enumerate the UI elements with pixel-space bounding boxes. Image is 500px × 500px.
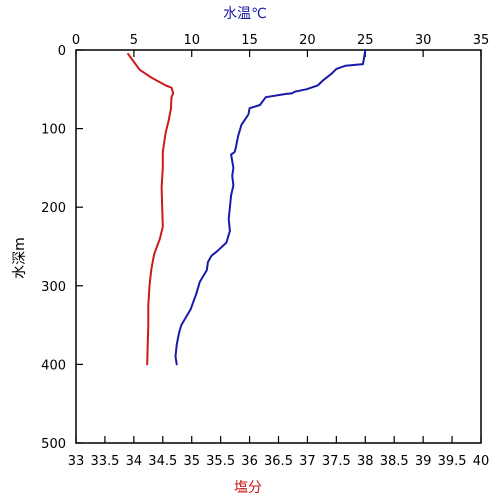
salinity-tick-label: 35 bbox=[183, 454, 200, 469]
salinity-tick-label: 34 bbox=[126, 454, 143, 469]
depth-tick-label: 100 bbox=[41, 123, 66, 138]
depth-axis-title: 水深m bbox=[12, 237, 28, 279]
depth-tick-label: 400 bbox=[41, 358, 66, 373]
salinity-tick-label: 35.5 bbox=[206, 454, 235, 469]
salinity-axis: 33 33.5 34 34.5 35 35.5 36 36.5 37 37.5 38 38.5 39 39… bbox=[68, 436, 490, 469]
temperature-tick-label: 10 bbox=[183, 33, 200, 48]
temperature-tick-label: 5 bbox=[130, 33, 138, 48]
salinity-tick-label: 38 bbox=[357, 454, 374, 469]
temperature-tick-label: 25 bbox=[357, 33, 374, 48]
temperature-tick-label: 0 bbox=[72, 33, 80, 48]
salinity-profile-line bbox=[127, 52, 175, 366]
salinity-tick-label: 38.5 bbox=[380, 454, 409, 469]
salinity-tick-label: 37 bbox=[299, 454, 316, 469]
temperature-tick-label: 35 bbox=[473, 33, 490, 48]
salinity-tick-label: 33.5 bbox=[90, 454, 119, 469]
temperature-tick-label: 20 bbox=[299, 33, 316, 48]
salinity-tick-label: 40 bbox=[473, 454, 490, 469]
plot-frame bbox=[75, 49, 482, 444]
salinity-tick-label: 37.5 bbox=[322, 454, 351, 469]
temperature-profile-line bbox=[174, 49, 367, 366]
salinity-axis-title: 塩分 bbox=[234, 480, 262, 496]
depth-tick-label: 300 bbox=[41, 280, 66, 295]
depth-tick-label: 200 bbox=[41, 201, 66, 216]
salinity-tick-label: 36.5 bbox=[264, 454, 293, 469]
depth-axis: 0 100 200 300 400 500 bbox=[41, 44, 83, 452]
salinity-tick-label: 34.5 bbox=[148, 454, 177, 469]
temperature-axis: 0 5 10 15 20 25 30 35 bbox=[72, 33, 489, 57]
salinity-tick-label: 39.5 bbox=[438, 454, 467, 469]
salinity-tick-label: 33 bbox=[68, 454, 85, 469]
depth-tick-label: 500 bbox=[41, 437, 66, 452]
depth-tick-label: 0 bbox=[58, 44, 66, 59]
profile-lines bbox=[127, 49, 367, 366]
salinity-tick-label: 39 bbox=[415, 454, 432, 469]
temperature-tick-label: 15 bbox=[241, 33, 258, 48]
temperature-axis-title: 水温℃ bbox=[223, 6, 267, 22]
salinity-tick-label: 36 bbox=[241, 454, 258, 469]
temperature-tick-label: 30 bbox=[415, 33, 432, 48]
